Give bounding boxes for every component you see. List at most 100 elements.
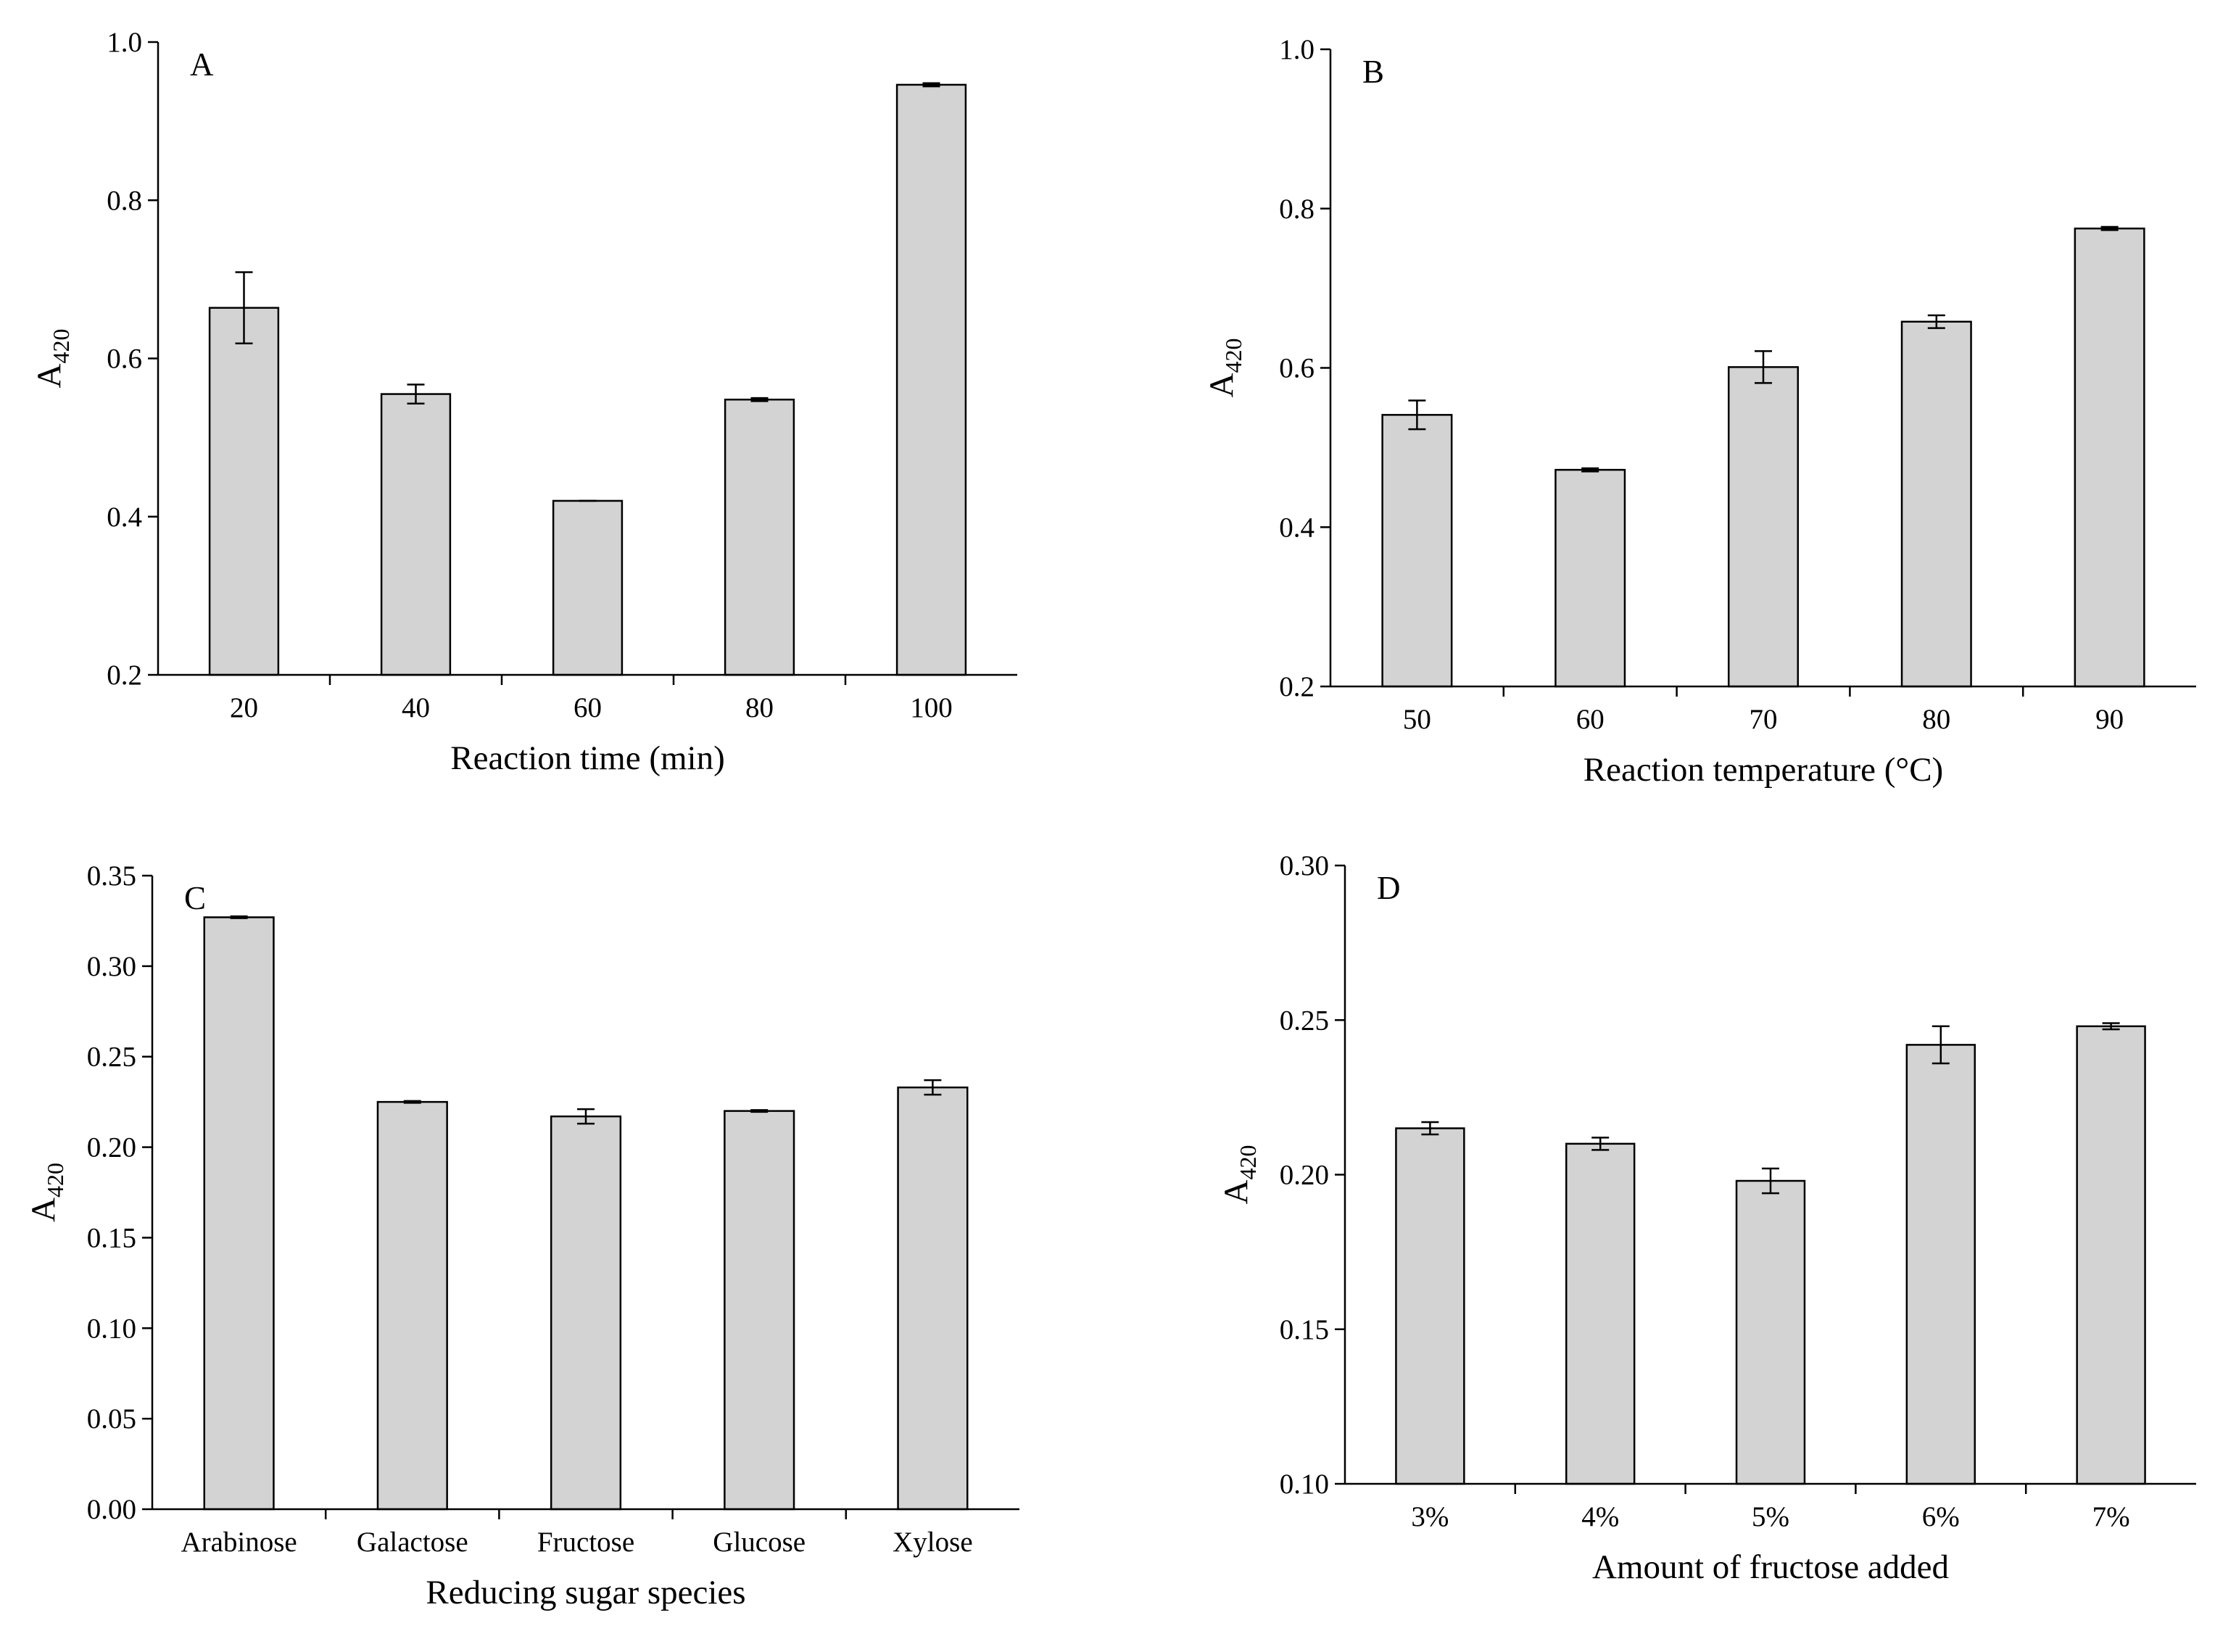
bar (724, 398, 795, 676)
y-tick-label: 1.0 (1279, 34, 1314, 65)
bar (1727, 366, 1800, 688)
error-bar (230, 915, 248, 919)
y-tick-label: 0.00 (87, 1494, 136, 1525)
y-axis-label-main: A (1203, 373, 1241, 397)
y-tick-label: 0.8 (107, 185, 142, 216)
y-axis-label-sub: 420 (48, 329, 74, 364)
y-tick-label: 0.20 (1280, 1160, 1329, 1191)
error-bar (577, 1108, 595, 1125)
y-tick-label: 0.25 (1280, 1005, 1329, 1036)
bar (208, 307, 280, 676)
y-tick-label: 0.15 (87, 1222, 136, 1253)
panel: 0.10 0.15 0.20 0.25 0.30 3% 4% 5% 6% 7% D Amount of… (1217, 850, 2196, 1586)
y-tick-label: 0.25 (87, 1042, 136, 1073)
bar (1735, 1179, 1806, 1485)
error-bar (750, 1109, 769, 1113)
bar (1395, 1127, 1465, 1485)
y-tick-label: 0.4 (107, 502, 142, 533)
bar (1554, 468, 1626, 688)
panel-label: C (184, 880, 206, 916)
x-tick-label: Xylose (893, 1527, 973, 1558)
y-tick-label: 0.30 (1280, 850, 1329, 881)
y-axis-label-main: A (1217, 1179, 1255, 1204)
error-bar (2100, 225, 2119, 231)
y-tick-label: 0.4 (1279, 512, 1314, 543)
x-tick-label: 100 (910, 692, 953, 723)
error-bar (1932, 1025, 1950, 1065)
error-bar (924, 1079, 942, 1096)
x-tick-label: 80 (1922, 704, 1950, 735)
y-axis-label-sub: 420 (1235, 1145, 1261, 1180)
x-tick-label: 5% (1752, 1501, 1789, 1532)
y-tick-label: 1.0 (107, 27, 142, 58)
error-bar (922, 82, 940, 88)
error-bar (750, 397, 769, 402)
panel-label: D (1377, 870, 1401, 906)
y-axis-label: A420 (1203, 339, 1246, 398)
error-bar (1581, 467, 1599, 473)
y-tick-label: 0.30 (87, 951, 136, 982)
bar (2076, 1025, 2146, 1485)
panel: 0.2 0.4 0.6 0.8 1.0 50 60 70 80 90 B Reaction tempe… (1203, 34, 2196, 789)
bar (2074, 227, 2145, 688)
y-tick-label: 0.6 (107, 344, 142, 375)
x-tick-label: 6% (1922, 1501, 1960, 1532)
bar (1900, 320, 1972, 688)
y-tick-label: 0.20 (87, 1132, 136, 1163)
error-bar (1755, 350, 1772, 384)
x-tick-label: Galactose (357, 1527, 468, 1558)
y-tick-label: 0.2 (1279, 671, 1314, 702)
bar (203, 916, 275, 1511)
x-tick-label: 90 (2095, 704, 2124, 735)
error-bar (1591, 1137, 1610, 1151)
x-axis-label: Reaction temperature (°C) (1583, 751, 1943, 789)
bar (1905, 1044, 1976, 1485)
bar (897, 1086, 969, 1511)
error-bar (1762, 1167, 1779, 1195)
x-tick-label: 4% (1581, 1501, 1619, 1532)
bar (550, 1115, 622, 1511)
error-bar (235, 271, 253, 345)
x-tick-label: 40 (402, 692, 430, 723)
error-bar (1927, 314, 1945, 329)
bar (552, 499, 624, 676)
panel: 0.2 0.4 0.6 0.8 1.0 20 40 60 80 100 A Reaction time… (30, 27, 1017, 777)
error-bar (1408, 399, 1426, 431)
bar (1381, 414, 1453, 688)
y-axis-label-main: A (25, 1198, 62, 1222)
y-tick-label: 0.15 (1280, 1314, 1329, 1345)
x-axis-label: Reaction time (min) (450, 739, 725, 777)
x-tick-label: 50 (1403, 704, 1431, 735)
y-axis-label-sub: 420 (1220, 339, 1246, 373)
x-axis-label: Amount of fructose added (1592, 1548, 1949, 1586)
x-tick-label: 80 (745, 692, 774, 723)
bar (724, 1110, 795, 1511)
x-tick-label: 60 (1576, 704, 1605, 735)
x-axis-label: Reducing sugar species (426, 1574, 745, 1611)
y-tick-label: 0.2 (107, 660, 142, 691)
panel-label: A (190, 46, 214, 83)
x-tick-label: 7% (2092, 1501, 2130, 1532)
y-tick-label: 0.6 (1279, 353, 1314, 384)
y-tick-label: 0.10 (1280, 1469, 1329, 1500)
bar (895, 83, 967, 676)
y-tick-label: 0.05 (87, 1403, 136, 1435)
bar (1565, 1142, 1636, 1485)
error-bar (1421, 1121, 1439, 1136)
y-axis-label-main: A (30, 363, 68, 388)
x-tick-label: Fructose (537, 1527, 634, 1558)
error-bar (2102, 1022, 2120, 1031)
error-bar (403, 1100, 421, 1104)
y-tick-label: 0.35 (87, 860, 136, 892)
error-bar (407, 383, 425, 404)
y-axis-label: A420 (30, 329, 74, 389)
x-tick-label: Glucose (713, 1527, 806, 1558)
y-tick-label: 0.10 (87, 1313, 136, 1344)
x-tick-label: 3% (1411, 1501, 1449, 1532)
panel-label: B (1362, 54, 1384, 90)
y-tick-label: 0.8 (1279, 194, 1314, 225)
y-axis-label-sub: 420 (42, 1163, 68, 1198)
x-tick-label: 20 (230, 692, 258, 723)
